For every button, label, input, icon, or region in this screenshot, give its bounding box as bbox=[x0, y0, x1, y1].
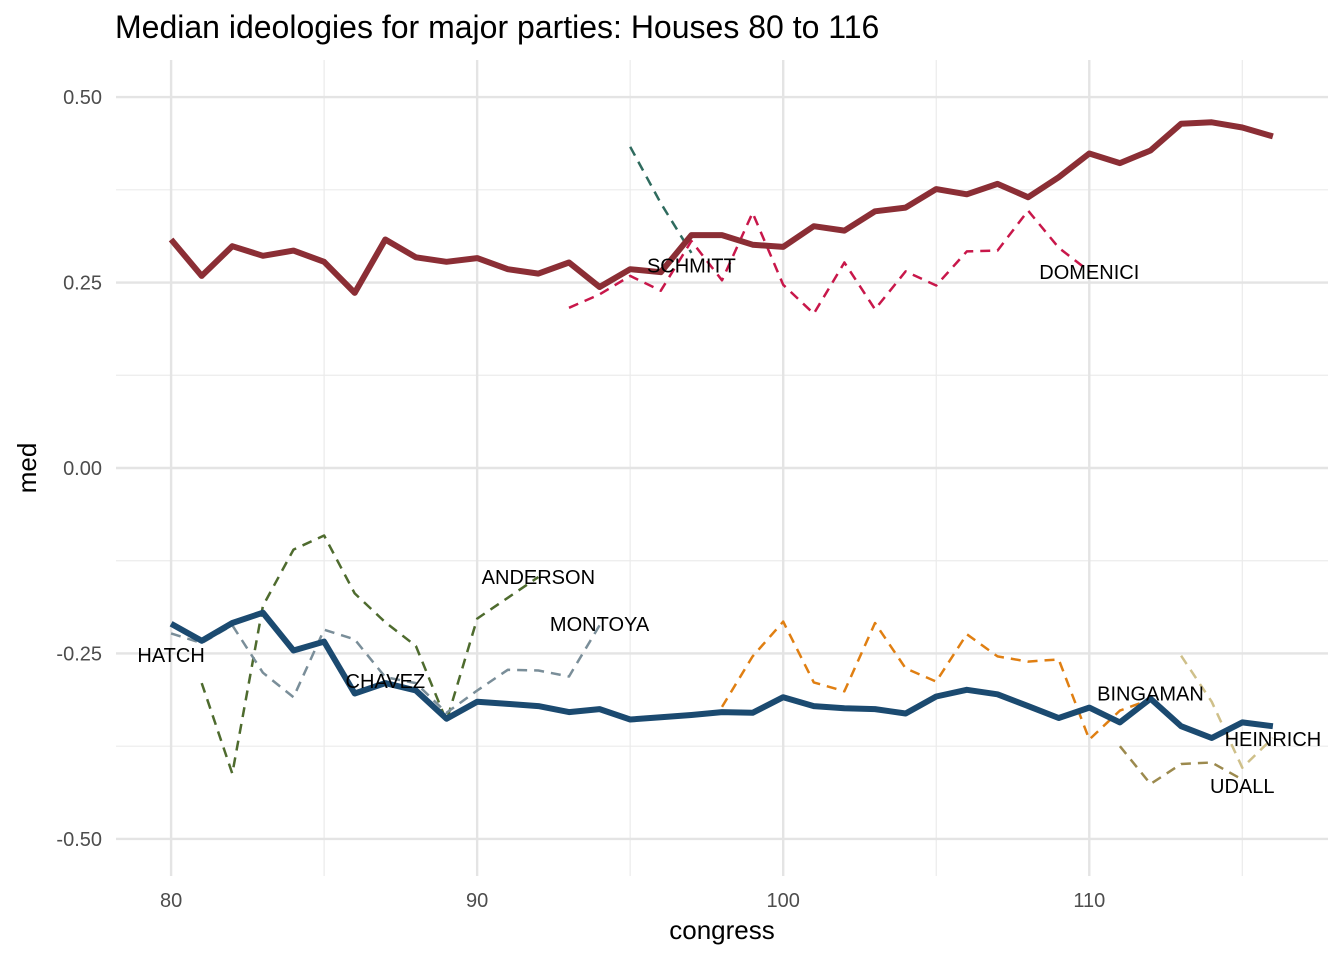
grid bbox=[116, 60, 1328, 876]
annotation-label: HEINRICH bbox=[1225, 729, 1322, 751]
y-tick-label: -0.25 bbox=[56, 643, 102, 665]
y-tick-label: 0.25 bbox=[63, 273, 102, 295]
x-tick-label: 100 bbox=[767, 890, 800, 912]
y-tick-label: 0.50 bbox=[63, 87, 102, 109]
annotation-label: SCHMITT bbox=[647, 255, 736, 277]
y-tick-label: -0.50 bbox=[56, 829, 102, 851]
member-series-line bbox=[170, 624, 601, 715]
annotation-label: BINGAMAN bbox=[1097, 684, 1204, 706]
x-tick-label: 90 bbox=[466, 890, 488, 912]
member-series-line bbox=[1180, 655, 1274, 769]
party-median-line bbox=[169, 609, 1274, 741]
member-series-line bbox=[1118, 745, 1243, 786]
annotations-layer: HATCH CHAVEZ ANDERSON MONTOYA SCHMITT DOMENIC… bbox=[137, 255, 1321, 798]
member-series-line bbox=[568, 209, 1091, 315]
x-tick-label: 80 bbox=[160, 890, 182, 912]
chart-title: Median ideologies for major parties: Hou… bbox=[115, 9, 879, 45]
annotation-label: DOMENICI bbox=[1039, 262, 1139, 284]
x-axis-title: congress bbox=[669, 915, 775, 945]
annotation-label: ANDERSON bbox=[482, 567, 595, 589]
annotation-label: HATCH bbox=[137, 645, 204, 667]
x-tick-label: 110 bbox=[1073, 890, 1105, 912]
y-tick-label: 0.00 bbox=[63, 458, 102, 480]
annotation-label: MONTOYA bbox=[550, 614, 650, 636]
member-series-line bbox=[629, 146, 693, 254]
ticks-layer: 80 90 100 110 0.50 0.25 0.00 -0.25 -0.50 bbox=[56, 87, 1105, 912]
y-axis-title: med bbox=[12, 443, 42, 494]
series-layer bbox=[168, 119, 1274, 786]
member-series-line bbox=[200, 534, 540, 775]
party-median-line bbox=[168, 119, 1274, 296]
annotation-label: CHAVEZ bbox=[346, 671, 426, 693]
annotation-label: UDALL bbox=[1210, 776, 1274, 798]
